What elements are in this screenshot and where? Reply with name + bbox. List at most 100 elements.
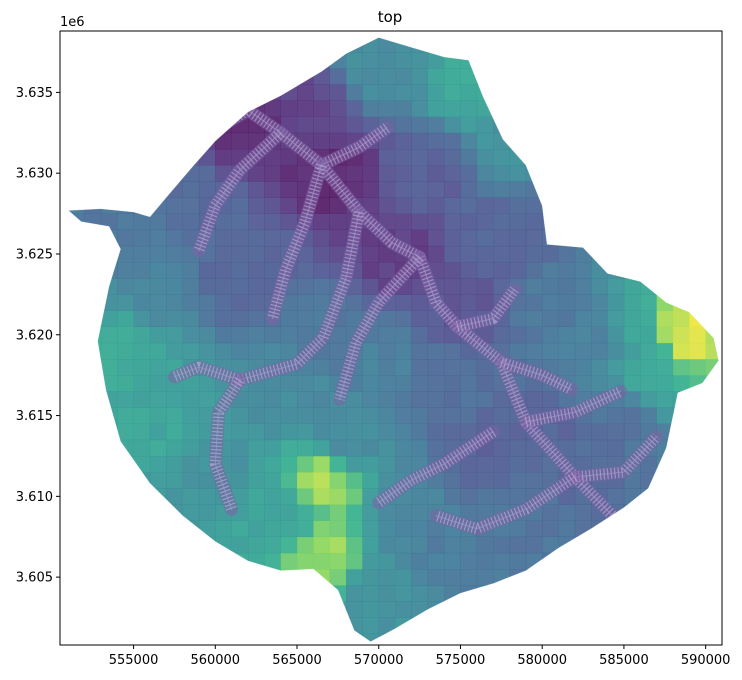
raster-cell [362, 633, 380, 642]
raster-cell [525, 52, 543, 69]
raster-cell [476, 391, 494, 408]
raster-cell [247, 278, 265, 295]
raster-cell [411, 84, 429, 101]
raster-cell [198, 552, 216, 570]
raster-cell [623, 229, 641, 247]
raster-cell [313, 68, 331, 85]
raster-cell [444, 342, 461, 360]
raster-cell [346, 439, 363, 457]
raster-cell [198, 633, 216, 642]
raster-cell [199, 20, 216, 36]
raster-cell [722, 68, 739, 84]
raster-cell [198, 52, 216, 69]
raster-cell [68, 569, 85, 586]
raster-cell [476, 116, 494, 134]
raster-cell [198, 601, 216, 618]
raster-cell [378, 148, 396, 166]
raster-cell [182, 601, 200, 618]
raster-cell [476, 472, 494, 489]
raster-cell [640, 37, 657, 53]
raster-cell [444, 229, 461, 247]
raster-cell [264, 197, 281, 214]
raster-cell [722, 472, 739, 488]
raster-cell [444, 359, 461, 376]
raster-cell [574, 148, 592, 166]
raster-cell [444, 148, 461, 166]
x-tick-label: 585000 [599, 653, 649, 668]
raster-cell [476, 633, 494, 642]
raster-cell [362, 375, 380, 392]
raster-cell [722, 585, 739, 601]
raster-cell [705, 181, 719, 198]
raster-cell [117, 148, 134, 166]
raster-cell [509, 536, 527, 554]
raster-cell [411, 439, 429, 457]
raster-cell [574, 633, 592, 642]
raster-cell [623, 585, 641, 602]
raster-cell [182, 585, 200, 602]
raster-cell [476, 229, 494, 247]
raster-cell [705, 100, 719, 117]
raster-cell [346, 504, 363, 521]
raster-cell [705, 585, 719, 602]
raster-cell [231, 520, 249, 538]
raster-cell [329, 601, 347, 618]
raster-cell [378, 601, 396, 618]
raster-cell [313, 37, 331, 53]
raster-cell [133, 197, 151, 214]
raster-cell [623, 423, 641, 441]
raster-cell [574, 617, 592, 634]
raster-cell [411, 326, 429, 344]
raster-cell [378, 326, 396, 344]
raster-cell [84, 342, 102, 360]
raster-cell [722, 278, 739, 294]
raster-cell [427, 359, 445, 376]
raster-cell [100, 52, 118, 69]
raster-cell [689, 391, 706, 408]
raster-cell [329, 520, 347, 538]
raster-cell [705, 472, 719, 489]
raster-cell [84, 439, 102, 457]
raster-cell [640, 245, 657, 263]
raster-cell [656, 165, 674, 182]
raster-cell [460, 116, 478, 134]
raster-cell [444, 585, 461, 602]
raster-cell [84, 520, 102, 538]
raster-cell [198, 165, 216, 182]
raster-cell [84, 100, 102, 117]
raster-cell [427, 601, 445, 618]
raster-cell [574, 342, 592, 360]
raster-cell [68, 617, 85, 634]
raster-cell [591, 633, 608, 642]
raster-cell [117, 37, 134, 53]
raster-cell [117, 633, 134, 642]
raster-cell [509, 181, 527, 198]
raster-cell [264, 342, 281, 360]
raster-cell [444, 552, 461, 570]
raster-cell [542, 52, 559, 69]
raster-cell [427, 100, 445, 117]
raster-cell [476, 278, 494, 295]
raster-cell [460, 100, 478, 117]
raster-cell [509, 37, 527, 53]
axes-frame [59, 30, 723, 646]
raster-cell [280, 423, 298, 441]
raster-cell [607, 601, 625, 618]
raster-cell [166, 132, 183, 150]
raster-cell [722, 84, 739, 100]
raster-cell [84, 536, 102, 554]
raster-cell [640, 520, 657, 538]
raster-cell [542, 391, 559, 408]
raster-cell [623, 181, 641, 198]
raster-cell [166, 229, 183, 247]
raster-cell [215, 52, 232, 69]
raster-cell [444, 84, 461, 101]
raster-cell [689, 262, 706, 279]
raster-cell [525, 229, 543, 247]
raster-cell [493, 181, 510, 198]
raster-cell [264, 213, 281, 231]
y-axis: 3.605 3.610 3.615 3.620 3.625 3.630 3.635 [16, 86, 60, 586]
raster-cell [215, 116, 232, 134]
raster-cell [84, 585, 102, 602]
raster-cell [558, 520, 576, 538]
